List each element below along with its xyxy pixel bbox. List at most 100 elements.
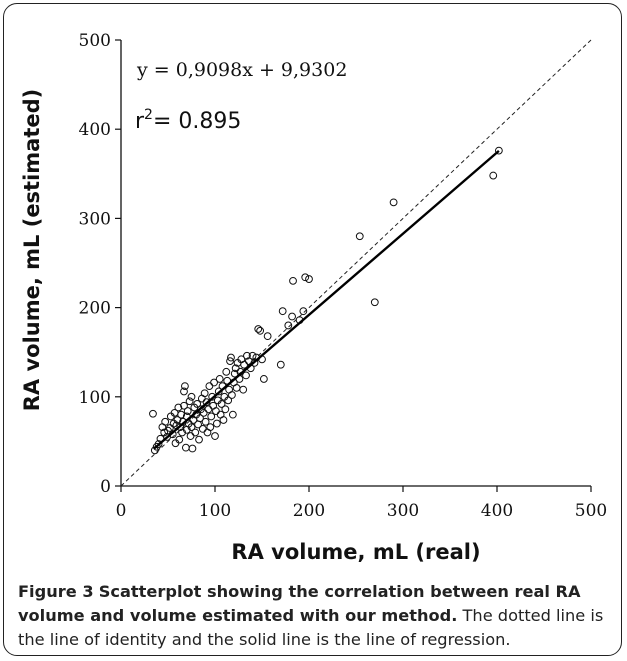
data-point: [289, 276, 297, 285]
y-axis-label: RA volume, mL (estimated): [20, 89, 44, 412]
r2-label: r2= 0.895: [135, 107, 241, 134]
data-point: [228, 410, 237, 419]
data-point: [201, 417, 210, 426]
tick-labels-layer: 0 100 200 300 400 500 0 100 200 300 400 500: [79, 31, 608, 521]
data-point: [370, 298, 379, 307]
data-point: [154, 440, 163, 448]
data-point: [211, 432, 219, 440]
data-point: [242, 371, 250, 380]
data-point: [178, 428, 187, 437]
data-point: [215, 375, 224, 383]
x-tick-label: 0: [116, 501, 127, 521]
data-point: [207, 412, 216, 421]
data-point: [210, 378, 218, 387]
data-point: [191, 428, 200, 437]
data-point: [221, 405, 230, 414]
y-tick-label: 0: [100, 477, 111, 497]
data-point: [212, 419, 221, 428]
data-point: [149, 409, 157, 418]
data-point: [204, 405, 213, 414]
data-point: [288, 312, 296, 321]
data-point: [206, 423, 215, 432]
data-point: [243, 351, 251, 360]
data-point: [175, 435, 184, 444]
data-point: [276, 360, 285, 369]
y-tick-label: 400: [79, 120, 111, 140]
data-point: [489, 171, 498, 180]
data-point: [248, 351, 257, 360]
data-point: [214, 387, 223, 396]
data-point: [244, 357, 253, 366]
scatter-chart: 0 100 200 300 400 500 0 100 200 300 400 500 y = 0,9…: [20, 31, 608, 564]
figure-frame: [3, 3, 622, 656]
data-point: [193, 400, 202, 408]
data-point: [494, 146, 503, 155]
r2-value: = 0.895: [153, 109, 241, 134]
data-point: [240, 360, 249, 369]
data-point: [195, 435, 203, 444]
data-point: [181, 443, 190, 452]
r2-superscript: 2: [144, 107, 153, 123]
x-axis-label: RA volume, mL (real): [231, 540, 480, 564]
data-point: [299, 307, 308, 316]
data-point: [227, 353, 235, 362]
data-point: [222, 367, 231, 376]
data-point: [250, 359, 259, 367]
data-point: [284, 321, 293, 330]
equation-label: y = 0,9098x + 9,9302: [136, 59, 347, 81]
data-point: [180, 401, 188, 410]
data-point: [196, 414, 204, 423]
data-point: [217, 400, 226, 408]
y-tick-label: 100: [79, 388, 111, 408]
figure-caption: Figure 3 Scatterplot showing the correla…: [18, 580, 613, 652]
caption-label: Figure 3: [18, 582, 94, 601]
caption-text: The dotted line is the line of identity …: [18, 606, 604, 649]
r2-prefix: r: [135, 109, 145, 134]
data-point: [200, 389, 209, 398]
data-point: [301, 273, 310, 282]
data-point: [219, 416, 228, 424]
data-point: [185, 397, 194, 406]
regression-line-layer: [153, 149, 500, 450]
data-point: [205, 382, 214, 390]
data-point: [187, 423, 196, 432]
regression-line: [153, 149, 500, 450]
data-point: [173, 416, 182, 424]
data-point: [180, 387, 188, 396]
identity-line: [120, 39, 592, 487]
data-point: [256, 326, 265, 335]
data-point: [259, 375, 268, 383]
data-point: [305, 275, 313, 283]
y-tick-label: 500: [79, 31, 111, 51]
data-point: [183, 407, 192, 415]
data-point: [161, 417, 170, 426]
data-point: [389, 198, 398, 207]
data-point: [228, 391, 236, 399]
data-point: [177, 410, 186, 419]
y-tick-label: 200: [79, 299, 111, 319]
x-tick-label: 200: [293, 501, 325, 521]
data-point: [188, 444, 197, 453]
data-point: [212, 407, 220, 415]
data-point: [254, 325, 263, 333]
data-point: [165, 424, 174, 432]
identity-line-layer: [120, 39, 592, 487]
data-point: [263, 332, 272, 341]
data-point: [202, 398, 211, 407]
data-point: [198, 425, 207, 433]
data-point: [232, 383, 241, 392]
y-tick-label: 300: [79, 209, 111, 229]
axes: [115, 39, 592, 492]
caption-title: Scatterplot showing the correlation betw…: [18, 582, 581, 625]
data-point: [187, 392, 196, 401]
data-point: [230, 369, 239, 378]
data-point: [226, 357, 234, 366]
points-layer: [149, 146, 503, 455]
x-tick-label: 100: [199, 501, 231, 521]
x-tick-label: 500: [575, 501, 607, 521]
data-point: [239, 385, 248, 394]
x-tick-label: 400: [481, 501, 513, 521]
data-point: [278, 307, 287, 316]
data-point: [181, 382, 189, 390]
data-point: [174, 403, 183, 412]
